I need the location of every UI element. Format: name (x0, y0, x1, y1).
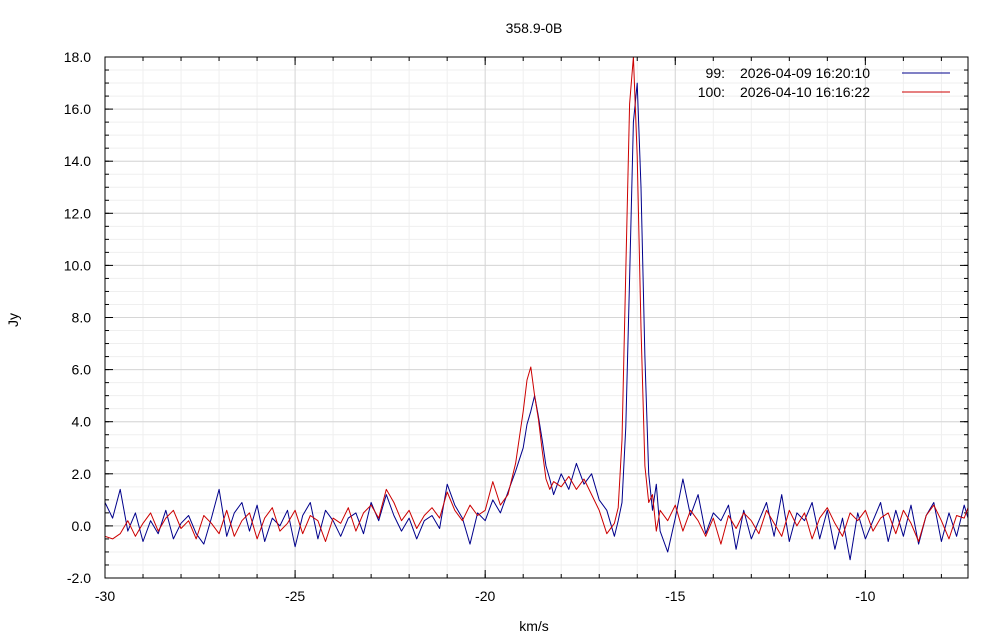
y-tick-label: 18.0 (64, 49, 91, 65)
y-tick-label: 14.0 (64, 153, 91, 169)
x-tick-label: -15 (665, 588, 685, 604)
series-lines (104, 56, 969, 561)
legend-number-2: 100: (698, 84, 725, 100)
x-tick-label: -10 (855, 588, 875, 604)
y-tick-label: 16.0 (64, 101, 91, 117)
chart-title: 358.9-0B (506, 20, 563, 36)
x-tick-label: -30 (95, 588, 115, 604)
legend-label-2: 2026-04-10 16:16:22 (740, 84, 870, 100)
y-tick-labels: -2.0 0.0 2.0 4.0 6.0 8.0 10.0 12.0 14.0 16.0 18.0 (64, 49, 91, 586)
x-tick-label: -25 (285, 588, 305, 604)
axis-ticks (104, 56, 968, 579)
y-tick-label: 0.0 (72, 518, 92, 534)
y-tick-label: 12.0 (64, 205, 91, 221)
y-tick-label: 2.0 (72, 466, 92, 482)
series-line-1 (104, 82, 969, 561)
plot-frame (104, 56, 969, 579)
y-axis-label: Jy (5, 313, 21, 327)
y-tick-label: 6.0 (72, 362, 92, 378)
legend-number-1: 99: (706, 65, 725, 81)
series-line-2 (104, 56, 969, 545)
x-tick-label: -20 (475, 588, 495, 604)
legend-label-1: 2026-04-09 16:20:10 (740, 65, 870, 81)
legend: 99: 2026-04-09 16:20:10 100: 2026-04-10 … (698, 65, 950, 100)
y-tick-label: 10.0 (64, 257, 91, 273)
y-tick-label: 4.0 (72, 414, 92, 430)
y-tick-label: 8.0 (72, 310, 92, 326)
x-axis-label: km/s (519, 618, 549, 634)
x-tick-labels: -30 -25 -20 -15 -10 (95, 588, 876, 604)
y-tick-label: -2.0 (67, 570, 91, 586)
